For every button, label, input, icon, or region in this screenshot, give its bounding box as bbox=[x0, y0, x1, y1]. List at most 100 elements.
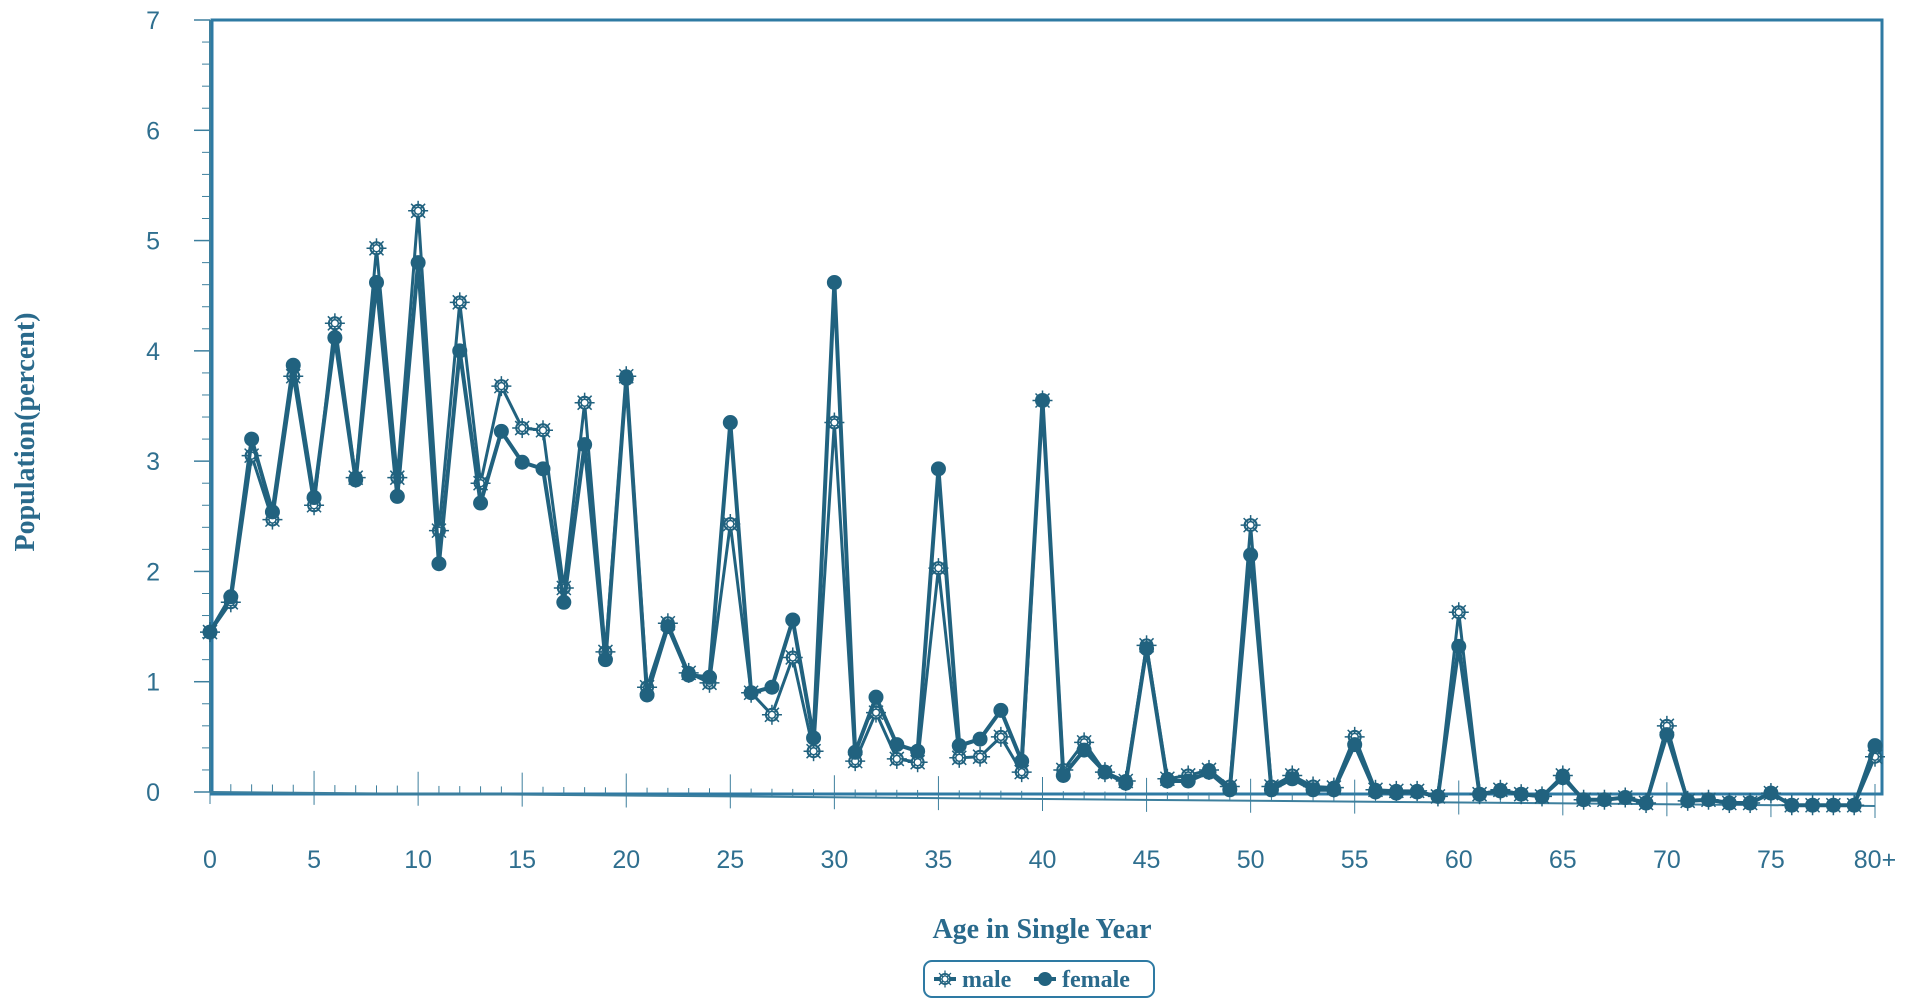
y-tick-label: 6 bbox=[146, 117, 160, 145]
female-point bbox=[514, 454, 530, 470]
female-point bbox=[764, 679, 780, 695]
female-point bbox=[327, 330, 343, 346]
y-tick-label: 4 bbox=[146, 338, 160, 366]
female-point bbox=[306, 490, 322, 506]
series-female bbox=[202, 255, 1883, 813]
female-point bbox=[868, 689, 884, 705]
female-point bbox=[993, 702, 1009, 718]
male-point bbox=[532, 419, 554, 442]
female-point bbox=[1159, 773, 1175, 789]
x-tick-label: 75 bbox=[1757, 846, 1785, 874]
x-axis: 0 5 10 15 20 25 30 35 40 45 50 55 60 65 70 75 80+ bbox=[203, 770, 1896, 874]
female-point bbox=[1846, 797, 1862, 813]
female-point bbox=[1118, 775, 1134, 791]
legend-male-swatch bbox=[934, 969, 956, 989]
female-point bbox=[1680, 793, 1696, 809]
female-point bbox=[1201, 764, 1217, 780]
male-point bbox=[407, 199, 430, 222]
y-tick-label: 5 bbox=[146, 228, 160, 256]
female-point bbox=[1513, 786, 1529, 802]
x-tick-label: 45 bbox=[1133, 846, 1161, 874]
male-point bbox=[511, 417, 534, 440]
female-point bbox=[743, 685, 759, 701]
female-point bbox=[806, 730, 822, 746]
female-point bbox=[389, 488, 405, 504]
female-point bbox=[1055, 767, 1071, 783]
female-point bbox=[722, 415, 738, 431]
female-point bbox=[1180, 773, 1196, 789]
female-point bbox=[1617, 790, 1633, 806]
x-tick-label: 20 bbox=[612, 846, 640, 874]
female-point bbox=[556, 594, 572, 610]
female-point bbox=[1576, 792, 1592, 808]
x-tick-label: 40 bbox=[1029, 846, 1057, 874]
female-point bbox=[493, 423, 509, 439]
female-point bbox=[1035, 392, 1050, 408]
y-tick-label: 0 bbox=[146, 779, 160, 807]
female-point bbox=[889, 737, 905, 753]
female-point bbox=[1305, 782, 1321, 798]
x-tick-label: 60 bbox=[1445, 846, 1473, 874]
female-point bbox=[1284, 771, 1300, 787]
female-point bbox=[348, 472, 364, 488]
x-tick-label: 0 bbox=[203, 846, 217, 874]
female-point bbox=[1555, 770, 1571, 786]
female-point bbox=[1534, 788, 1550, 804]
female-point bbox=[535, 461, 551, 477]
plot-frame bbox=[210, 18, 1884, 796]
female-point bbox=[910, 743, 926, 759]
female-point bbox=[1763, 785, 1779, 801]
x-tick-label: 15 bbox=[508, 846, 536, 874]
female-point bbox=[597, 652, 613, 668]
x-tick-label: 55 bbox=[1341, 846, 1369, 874]
female-point bbox=[618, 370, 634, 386]
female-point bbox=[1492, 783, 1508, 799]
female-point bbox=[1742, 795, 1758, 811]
x-tick-label: 70 bbox=[1653, 846, 1681, 874]
female-point bbox=[1014, 753, 1030, 769]
legend-label-female: female bbox=[1062, 967, 1130, 993]
y-tick-label: 3 bbox=[146, 448, 160, 476]
female-point bbox=[660, 619, 676, 635]
female-point bbox=[1784, 797, 1800, 813]
female-point bbox=[1409, 784, 1425, 800]
x-tick-label: 5 bbox=[307, 846, 321, 874]
male-point bbox=[1447, 601, 1470, 624]
female-point bbox=[1451, 638, 1467, 654]
female-point bbox=[369, 274, 384, 290]
female-point bbox=[1097, 764, 1113, 780]
male-point bbox=[365, 237, 388, 260]
female-point bbox=[702, 669, 717, 685]
female-point bbox=[847, 744, 863, 760]
y-axis: 0 1 2 3 4 5 6 7 bbox=[146, 7, 211, 807]
x-tick-label: 50 bbox=[1237, 846, 1265, 874]
female-point bbox=[473, 495, 489, 511]
male-point bbox=[969, 745, 992, 768]
female-point bbox=[1243, 547, 1259, 563]
female-point bbox=[452, 343, 468, 359]
female-point bbox=[1263, 782, 1279, 798]
legend: male female bbox=[923, 960, 1155, 998]
female-point bbox=[785, 612, 801, 628]
series-male bbox=[199, 199, 1886, 817]
female-point bbox=[639, 687, 655, 703]
male-point bbox=[760, 703, 783, 726]
x-tick-label: 10 bbox=[404, 846, 432, 874]
female-point bbox=[1596, 792, 1612, 808]
female-point bbox=[264, 504, 280, 520]
y-tick-label: 2 bbox=[146, 558, 160, 586]
x-tick-label: 65 bbox=[1549, 846, 1577, 874]
male-point bbox=[448, 291, 471, 314]
x-tick-label: 25 bbox=[716, 846, 744, 874]
male-point bbox=[1239, 514, 1262, 537]
female-point bbox=[681, 667, 697, 683]
x-tick-label: 30 bbox=[820, 846, 848, 874]
y-tick-label: 1 bbox=[146, 669, 160, 697]
female-point bbox=[1721, 795, 1737, 811]
female-point bbox=[285, 357, 301, 373]
female-point bbox=[1368, 784, 1383, 800]
x-tick-label: 80+ bbox=[1854, 846, 1896, 874]
female-point bbox=[244, 431, 260, 447]
